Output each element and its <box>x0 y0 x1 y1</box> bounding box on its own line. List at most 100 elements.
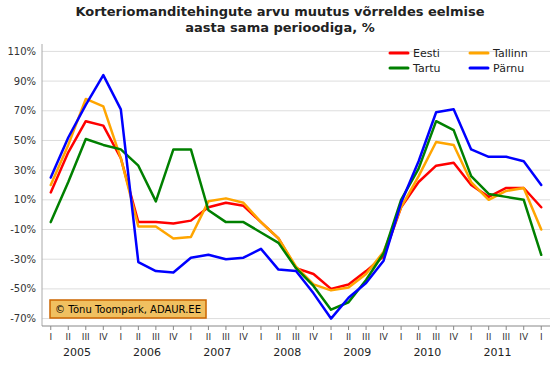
legend-label: Tartu <box>412 62 440 75</box>
x-tick-label: I <box>49 332 52 342</box>
legend-label: Eesti <box>413 47 440 60</box>
x-tick-label: II <box>486 332 491 342</box>
y-tick-label: 30% <box>14 165 36 176</box>
x-tick <box>383 326 384 330</box>
x-tick-label: IV <box>519 332 529 342</box>
x-tick-label: II <box>136 332 141 342</box>
year-label: 2009 <box>343 346 371 359</box>
x-tick <box>85 326 86 330</box>
x-tick-label: I <box>260 332 263 342</box>
grid-line <box>42 140 550 141</box>
year-label: 2006 <box>133 346 161 359</box>
x-tick <box>523 326 524 330</box>
y-tick-label: -70% <box>10 313 36 324</box>
y-tick-label: -30% <box>10 254 36 265</box>
year-label: 2010 <box>413 346 441 359</box>
x-tick <box>348 326 349 330</box>
x-tick-label: IV <box>239 332 249 342</box>
x-tick <box>453 326 454 330</box>
watermark: © Tõnu Toompark, ADAUR.EE <box>50 300 206 318</box>
title-line: Korteriomanditehingute arvu muutus võrre… <box>75 4 484 19</box>
x-tick <box>208 326 209 330</box>
x-tick <box>471 326 472 330</box>
x-tick-label: III <box>152 332 160 342</box>
x-tick-label: II <box>276 332 281 342</box>
x-tick <box>155 326 156 330</box>
year-label: 2007 <box>203 346 231 359</box>
legend-swatch <box>390 52 408 55</box>
y-axis-line <box>42 44 43 326</box>
y-tick-label: 90% <box>14 76 36 87</box>
grid-line <box>42 110 550 111</box>
year-label: 2008 <box>273 346 301 359</box>
legend-swatch <box>470 67 488 70</box>
x-tick-label: IV <box>379 332 389 342</box>
x-tick <box>120 326 121 330</box>
x-tick <box>401 326 402 330</box>
x-tick-label: II <box>66 332 71 342</box>
grid-line <box>42 229 550 230</box>
grid <box>42 51 550 318</box>
x-tick-label: IV <box>169 332 179 342</box>
title-line: aasta sama perioodiga, % <box>185 20 374 35</box>
watermark-text: © Tõnu Toompark, ADAUR.EE <box>55 304 201 315</box>
legend-label: Pärnu <box>493 62 524 75</box>
legend-label: Tallinn <box>492 47 528 60</box>
y-tick-label: 110% <box>7 46 36 57</box>
x-tick-label: III <box>502 332 510 342</box>
grid-line <box>42 259 550 260</box>
x-tick <box>541 326 542 330</box>
y-tick-label: -50% <box>10 283 36 294</box>
x-tick-label: III <box>362 332 370 342</box>
x-tick-label: II <box>346 332 351 342</box>
x-tick <box>260 326 261 330</box>
x-tick-label: IV <box>449 332 459 342</box>
x-tick <box>243 326 244 330</box>
x-tick-label: III <box>222 332 230 342</box>
x-tick <box>436 326 437 330</box>
x-tick-label: I <box>330 332 333 342</box>
lines <box>51 75 541 318</box>
x-tick-label: II <box>416 332 421 342</box>
x-tick-label: IV <box>309 332 319 342</box>
x-tick <box>313 326 314 330</box>
x-tick <box>50 326 51 330</box>
x-tick <box>103 326 104 330</box>
x-tick <box>138 326 139 330</box>
year-label: 2011 <box>483 346 511 359</box>
x-tick <box>488 326 489 330</box>
y-tick-label: -10% <box>10 224 36 235</box>
x-tick <box>173 326 174 330</box>
legend: Eesti Tallinn Tartu Pärnu <box>390 47 528 75</box>
grid-line <box>42 288 550 289</box>
x-tick-label: III <box>292 332 300 342</box>
series-line <box>51 99 541 290</box>
title: Korteriomanditehingute arvu muutus võrre… <box>75 4 484 35</box>
x-tick <box>418 326 419 330</box>
x-tick-label: I <box>119 332 122 342</box>
x-tick-label: II <box>206 332 211 342</box>
chart: Korteriomanditehingute arvu muutus võrre… <box>0 0 560 366</box>
x-tick-label: I <box>400 332 403 342</box>
legend-swatch <box>390 67 408 70</box>
x-tick <box>225 326 226 330</box>
grid-line <box>42 170 550 171</box>
x-tick-label: IV <box>99 332 109 342</box>
x-tick <box>506 326 507 330</box>
x-tick-label: I <box>470 332 473 342</box>
legend-swatch <box>470 52 488 55</box>
x-tick <box>278 326 279 330</box>
grid-line <box>42 81 550 82</box>
x-tick <box>190 326 191 330</box>
x-tick <box>331 326 332 330</box>
series-line <box>51 75 541 318</box>
y-tick-label: 50% <box>14 135 36 146</box>
x-tick <box>68 326 69 330</box>
year-label: 2005 <box>63 346 91 359</box>
y-tick-label: 70% <box>14 105 36 116</box>
y-tick-label: 10% <box>14 194 36 205</box>
x-tick-label: III <box>82 332 90 342</box>
x-tick <box>366 326 367 330</box>
x-tick-label: III <box>432 332 440 342</box>
grid-line <box>42 199 550 200</box>
